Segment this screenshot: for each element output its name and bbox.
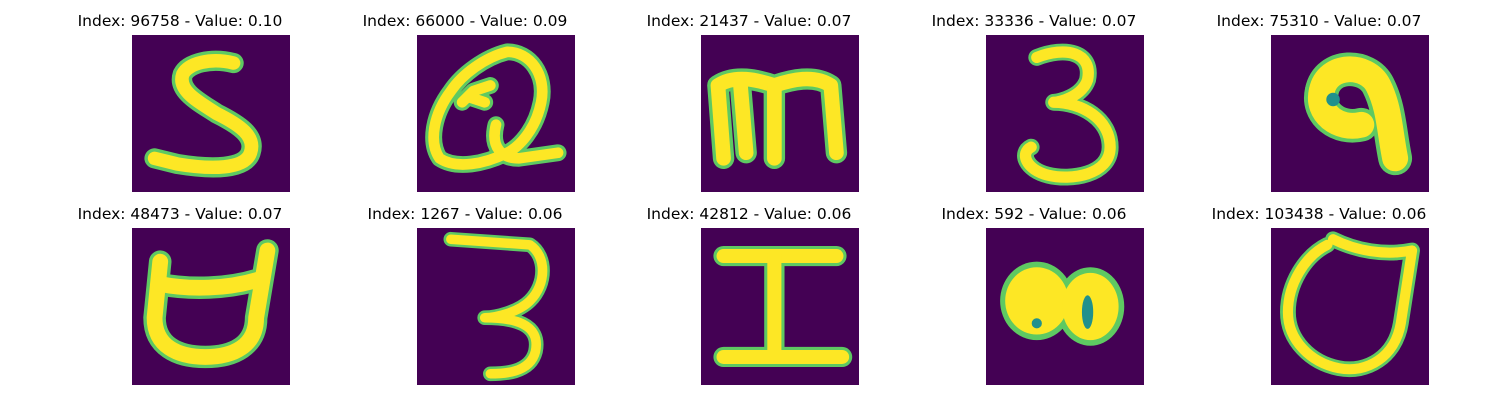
panel-title: Index: 42812 - Value: 0.06	[646, 205, 852, 223]
panel-title: Index: 66000 - Value: 0.09	[362, 12, 568, 30]
panel-1: Index: 96758 - Value: 0.10	[30, 0, 330, 192]
digit-image	[1271, 35, 1429, 192]
panel-title: Index: 21437 - Value: 0.07	[646, 12, 852, 30]
panel-9: Index: 592 - Value: 0.06	[884, 193, 1184, 385]
digit-image	[986, 228, 1144, 385]
panel-5: Index: 75310 - Value: 0.07	[1169, 0, 1469, 192]
digit-image	[701, 35, 859, 192]
panel-title: Index: 33336 - Value: 0.07	[931, 12, 1137, 30]
panel-title: Index: 75310 - Value: 0.07	[1216, 12, 1422, 30]
panel-2: Index: 66000 - Value: 0.09	[315, 0, 615, 192]
panel-title: Index: 1267 - Value: 0.06	[367, 205, 563, 223]
panel-8: Index: 42812 - Value: 0.06	[599, 193, 899, 385]
digit-image	[132, 228, 290, 385]
digit-image	[1271, 228, 1429, 385]
panel-4: Index: 33336 - Value: 0.07	[884, 0, 1184, 192]
panel-10: Index: 103438 - Value: 0.06	[1169, 193, 1469, 385]
panel-title: Index: 96758 - Value: 0.10	[77, 12, 283, 30]
panel-7: Index: 1267 - Value: 0.06	[315, 193, 615, 385]
digit-image	[986, 35, 1144, 192]
panel-title: Index: 592 - Value: 0.06	[941, 205, 1127, 223]
digit-image	[132, 35, 290, 192]
panel-title: Index: 48473 - Value: 0.07	[77, 205, 283, 223]
digit-image	[417, 228, 575, 385]
panel-3: Index: 21437 - Value: 0.07	[599, 0, 899, 192]
digit-image	[417, 35, 575, 192]
digit-image	[701, 228, 859, 385]
panel-title: Index: 103438 - Value: 0.06	[1211, 205, 1427, 223]
panel-6: Index: 48473 - Value: 0.07	[30, 193, 330, 385]
